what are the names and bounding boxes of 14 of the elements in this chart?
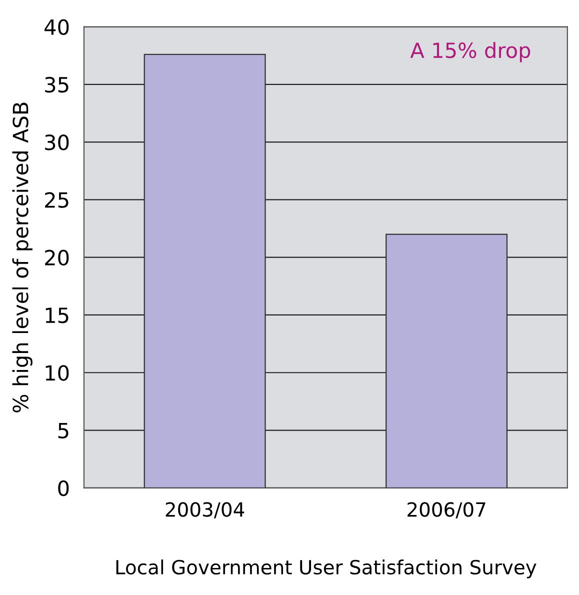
y-tick-label: 0 [58, 480, 69, 496]
y-tick-label: 30 [45, 134, 69, 150]
y-tick-label: 10 [46, 365, 69, 381]
y-tick-label: 20 [45, 250, 69, 266]
x-axis-title: Local Government User Satisfaction Survey [116, 559, 536, 578]
y-tick-label: 40 [44, 19, 69, 35]
annotation: A 15% drop [410, 42, 530, 62]
y-tick-label: 5 [58, 422, 68, 438]
y-tick-label: 15 [46, 308, 68, 324]
y-axis-title: % high level of perceived ASB [12, 102, 32, 412]
x-tick-label: 2006/07 [408, 502, 486, 518]
y-tick-label: 25 [45, 192, 68, 208]
x-tick-label: 2003/04 [166, 502, 244, 518]
y-tick-label: 35 [45, 76, 68, 93]
